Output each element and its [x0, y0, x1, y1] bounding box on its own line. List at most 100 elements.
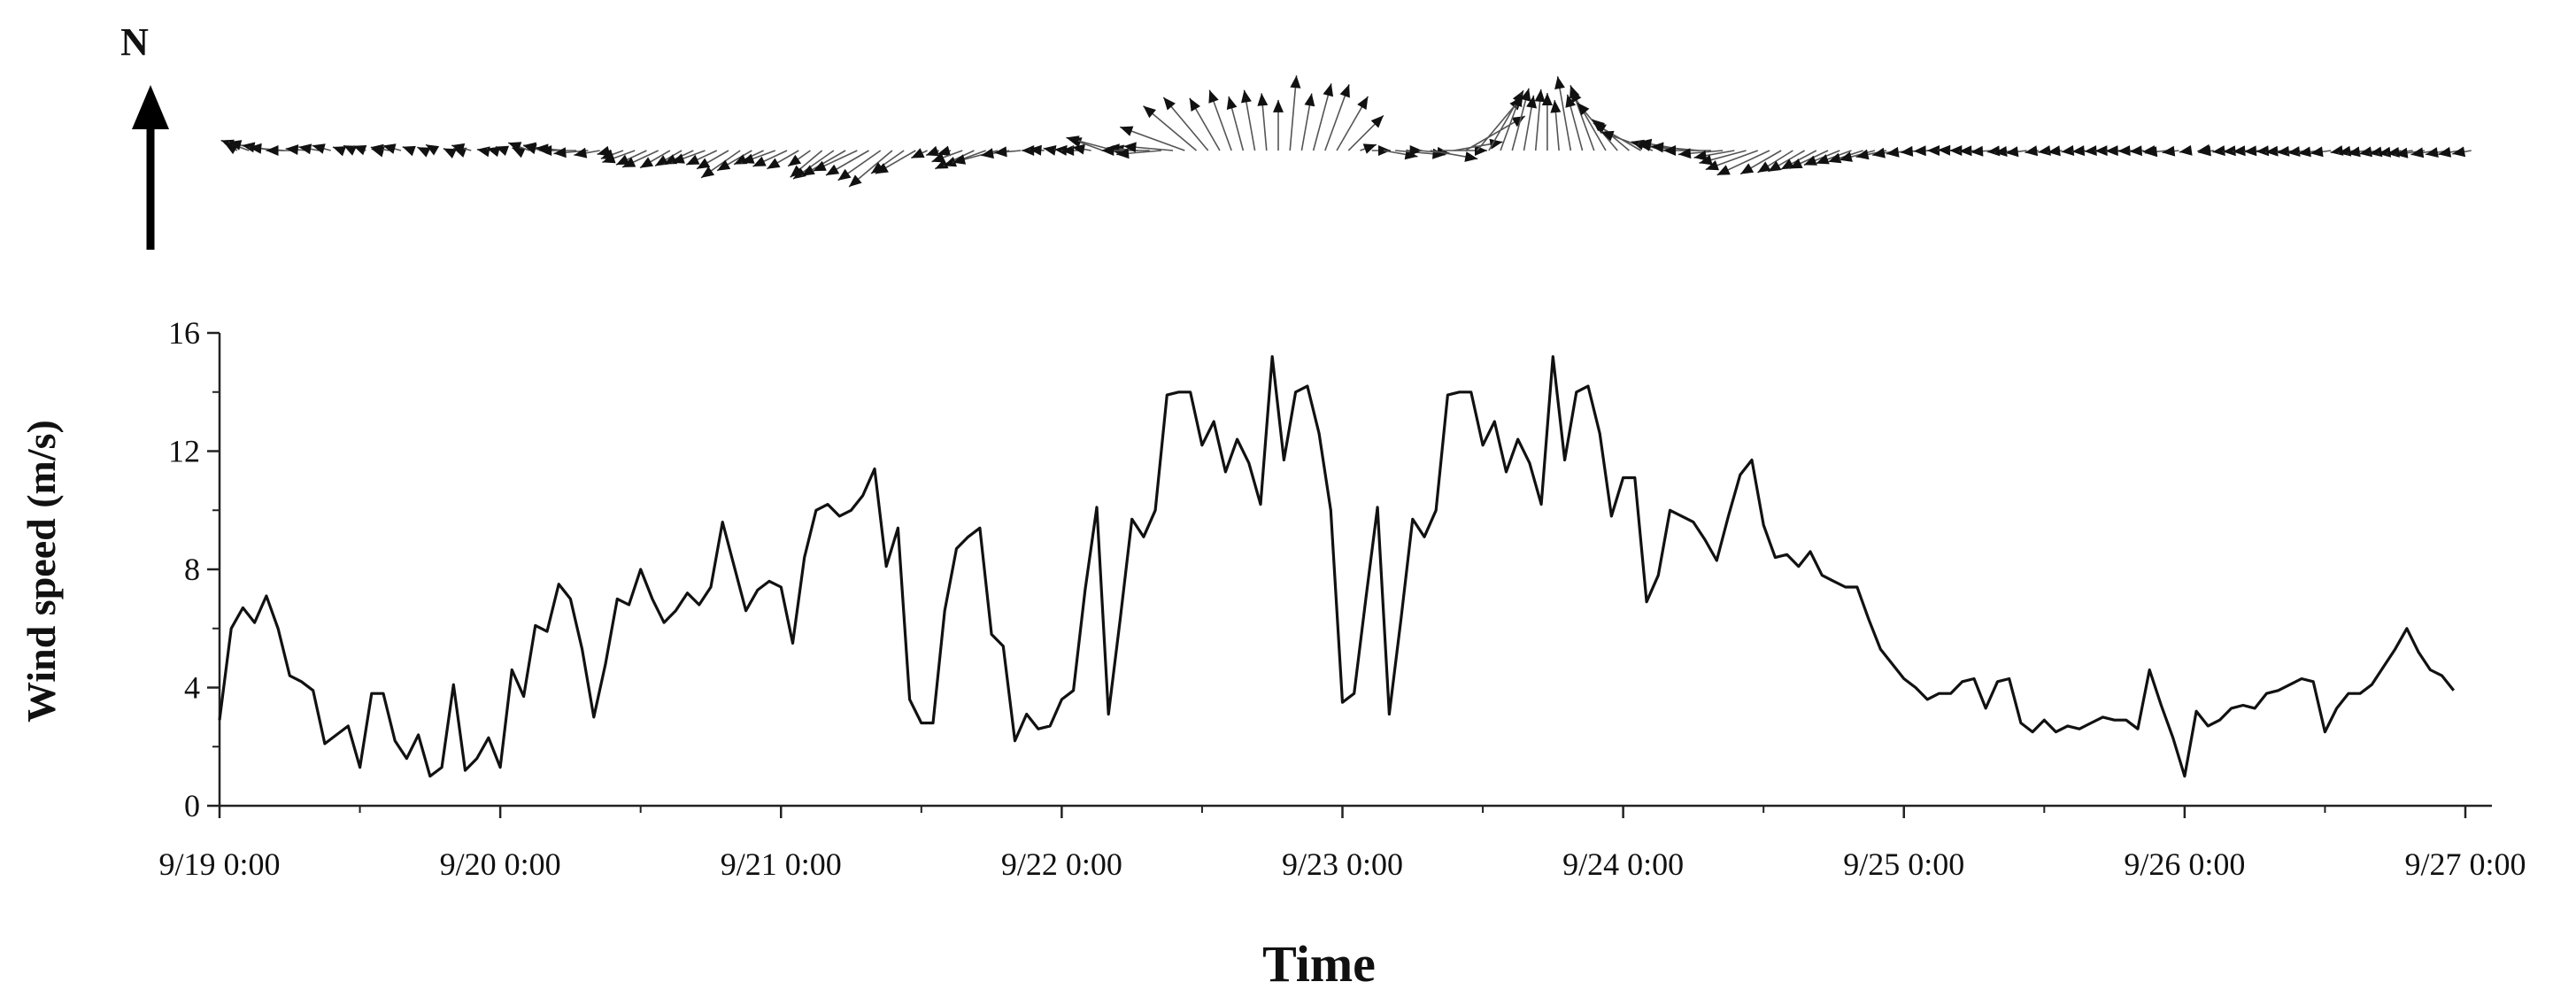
wind-vector-head [813, 160, 827, 172]
wind-vector-head [1855, 149, 1870, 160]
wind-vector-head [1565, 94, 1576, 108]
wind-vector-head [701, 166, 715, 178]
axes [218, 333, 2492, 808]
wind-vector-head [1699, 154, 1713, 166]
wind-vector-head [523, 142, 536, 153]
wind-vector-shaft [1556, 76, 1572, 151]
wind-vector-head [2061, 145, 2075, 156]
wind-vector-head [402, 145, 416, 157]
wind-vector-head [1600, 130, 1615, 142]
wind-vector-head [686, 154, 700, 166]
wind-vector-head [911, 148, 925, 158]
wind-vector-head [2426, 147, 2439, 158]
x-tick-label-5: 9/24 0:00 [1562, 847, 1684, 882]
wind-vector-head [937, 145, 951, 157]
wind-vector-head [1475, 145, 1487, 156]
wind-vector-head [1716, 165, 1731, 175]
wind-vector-shaft [1289, 75, 1298, 151]
x-tick-label-1: 9/20 0:00 [440, 847, 561, 882]
wind-vector-head [2438, 146, 2452, 158]
y-axis-title: Wind speed (m/s) [19, 420, 64, 723]
wind-vector-head [1639, 138, 1653, 150]
wind-vector-head [1043, 145, 1057, 156]
wind-vector-head [1927, 145, 1940, 156]
wind-vector-head [487, 146, 501, 158]
wind-vector-head [332, 146, 347, 157]
wind-vector-head [2378, 146, 2392, 158]
wind-vector-head [353, 145, 367, 156]
wind-vector-head [553, 147, 567, 158]
y-tick-label-12: 12 [168, 434, 200, 469]
wind-vector-head [1780, 158, 1794, 170]
wind-vector-head [1803, 155, 1817, 166]
wind-vector-head [426, 144, 440, 156]
north-label: N [120, 20, 149, 64]
wind-vector-head [495, 145, 509, 156]
wind-vector-head [2071, 145, 2086, 157]
y-tick-label-4: 4 [184, 670, 200, 706]
wind-vector-head [2223, 145, 2236, 157]
wind-vector-head [1526, 95, 1537, 109]
wind-vector-head [2105, 145, 2118, 157]
wind-vector-head [1208, 89, 1219, 104]
wind-vector-head [1816, 154, 1830, 165]
wind-vector-head [1886, 146, 1900, 158]
wind-vector-head [1054, 144, 1068, 156]
wind-vector-head [1339, 84, 1350, 98]
wind-vector-head [2298, 146, 2311, 158]
wind-vector-head [953, 154, 967, 165]
wind-vector-head [1705, 160, 1719, 171]
wind-vector-head [1663, 145, 1677, 156]
wind-vector-head [1241, 89, 1252, 104]
wind-vector-head [2144, 146, 2158, 158]
wind-vector-head [1550, 100, 1562, 113]
wind-vector-head [1143, 105, 1156, 119]
wind-vector-head [1489, 138, 1503, 150]
wind-vector-head [1971, 145, 1984, 157]
wind-vector-head [1938, 144, 1951, 156]
wind-vector-head [453, 147, 467, 158]
wind-vector-head [1677, 148, 1692, 159]
wind-vector-head [343, 145, 358, 156]
wind-vector-head [926, 145, 940, 157]
x-tick-label-0: 9/19 0:00 [158, 847, 280, 882]
wind-vector-head [1913, 145, 1926, 157]
wind-vector-head [697, 158, 711, 169]
x-tick-label-7: 9/26 0:00 [2124, 847, 2245, 882]
wind-vector-head [370, 143, 384, 155]
wind-vector-head [1554, 76, 1565, 89]
wind-vector-head [2117, 145, 2131, 157]
wind-vector-head [826, 164, 840, 175]
wind-vector-head [981, 148, 994, 159]
wind-vector-head [1464, 151, 1478, 162]
wind-vector-head [512, 147, 526, 158]
wind-vector-head [1257, 93, 1269, 106]
wind-vector-head [2395, 147, 2409, 158]
wind-vector-head [2256, 145, 2270, 157]
wind-vector-head [1986, 145, 2001, 157]
wind-vector-head [2265, 145, 2279, 157]
wind-vector-head [2310, 146, 2324, 158]
wind-vector-head [1357, 96, 1369, 110]
wind-vector-head [2162, 145, 2176, 157]
y-tick-label-8: 8 [184, 552, 200, 587]
wind-vector-head [2212, 145, 2225, 157]
wind-vector-head [1994, 146, 2008, 157]
wind-vector-head [849, 174, 862, 187]
x-axis-title: Time [1262, 935, 1376, 993]
wind-vector-head [1304, 93, 1315, 107]
wind-vector-head [443, 148, 457, 158]
wind-vector-head [1789, 158, 1803, 169]
wind-vector-head [622, 157, 636, 167]
wind-vector-head [382, 143, 397, 154]
wind-vector-head [2025, 145, 2039, 157]
wind-vector-head [1120, 126, 1134, 136]
north-indicator: N [120, 20, 169, 250]
wind-vector-head [788, 154, 802, 166]
wind-vector-head [539, 145, 552, 156]
wind-vector-head [752, 156, 767, 166]
wind-vector-plot [220, 75, 2472, 188]
wind-vector-head [837, 168, 852, 181]
wind-vector-head [2410, 147, 2425, 158]
